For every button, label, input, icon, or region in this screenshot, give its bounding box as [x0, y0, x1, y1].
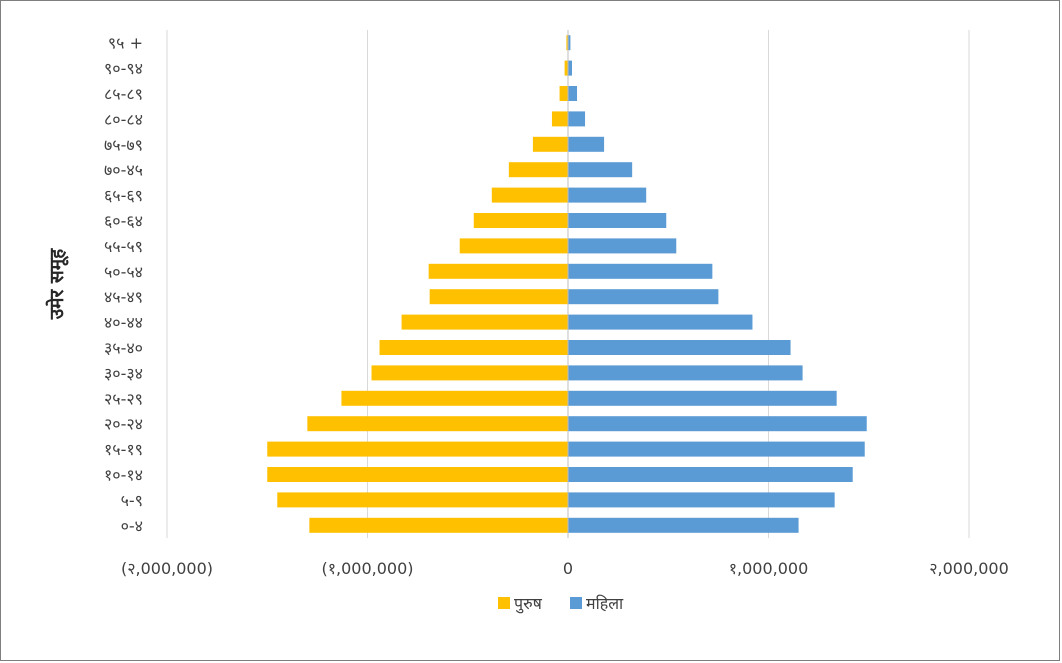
bar-male — [307, 416, 568, 431]
x-tick-label: 0 — [563, 559, 573, 578]
bar-female — [568, 264, 712, 279]
category-label: ०-४ — [121, 516, 143, 535]
bar-male — [565, 61, 568, 76]
bar-male — [380, 340, 568, 355]
category-label: ४०-४४ — [104, 313, 143, 332]
bar-female — [568, 289, 718, 304]
bar-female — [568, 111, 585, 126]
category-label: ३५-४० — [104, 339, 143, 358]
category-label: ९०-९४ — [104, 59, 143, 78]
category-label: ८०-८४ — [104, 110, 143, 129]
bar-female — [568, 416, 867, 431]
bar-female — [568, 86, 577, 101]
category-label: १५-१९ — [104, 440, 143, 459]
bar-female — [568, 238, 676, 253]
bar-female — [568, 442, 865, 457]
bar-female — [568, 365, 803, 380]
category-label: ८५-८९ — [104, 85, 143, 104]
bar-female — [568, 213, 666, 228]
category-label: ४५-४९ — [104, 288, 143, 307]
category-label: ६५-६९ — [104, 186, 143, 205]
bar-male — [460, 238, 568, 253]
bar-male — [533, 137, 568, 152]
category-label: ३०-३४ — [104, 364, 143, 383]
category-label: २५-२९ — [104, 389, 143, 408]
category-label: ७५-७९ — [104, 135, 143, 154]
legend-label-male: पुरुष — [514, 594, 543, 614]
bar-male — [429, 264, 568, 279]
legend-swatch-female — [570, 597, 582, 609]
bar-female — [568, 162, 632, 177]
bar-male — [552, 111, 568, 126]
category-label: ५५-५९ — [104, 237, 143, 256]
bar-male — [267, 467, 568, 482]
bar-male — [560, 86, 568, 101]
bar-female — [568, 518, 799, 533]
bar-female — [568, 188, 646, 203]
legend-swatch-male — [498, 597, 510, 609]
x-tick-label: (१,000,000) — [321, 559, 413, 578]
bar-female — [568, 137, 604, 152]
x-tick-label: (२,000,000) — [121, 559, 213, 578]
bar-male — [372, 365, 568, 380]
x-tick-label: २,000,000 — [929, 559, 1009, 578]
category-label: ६०-६४ — [104, 212, 143, 231]
bar-male — [267, 442, 568, 457]
category-label: ५-९ — [121, 491, 143, 510]
category-label: ५०-५४ — [104, 262, 143, 281]
category-label: ७०-४५ — [104, 161, 143, 180]
bar-female — [568, 492, 835, 507]
x-tick-label: १,000,000 — [729, 559, 809, 578]
bar-female — [568, 467, 853, 482]
bar-male — [430, 289, 568, 304]
bar-male — [277, 492, 568, 507]
y-axis-title: उमेर समूह — [45, 248, 69, 320]
category-label: १०-१४ — [104, 466, 143, 485]
bar-male — [309, 518, 568, 533]
bar-male — [474, 213, 568, 228]
bar-female — [568, 340, 791, 355]
category-label: २०-२४ — [104, 415, 143, 434]
bar-female — [568, 391, 837, 406]
bar-male — [402, 315, 568, 330]
bar-male — [509, 162, 568, 177]
bar-female — [568, 315, 752, 330]
category-label: ९५ + — [108, 34, 143, 53]
bar-male — [341, 391, 568, 406]
legend-label-female: महिला — [586, 594, 624, 613]
bar-female — [568, 61, 572, 76]
bar-male — [492, 188, 568, 203]
